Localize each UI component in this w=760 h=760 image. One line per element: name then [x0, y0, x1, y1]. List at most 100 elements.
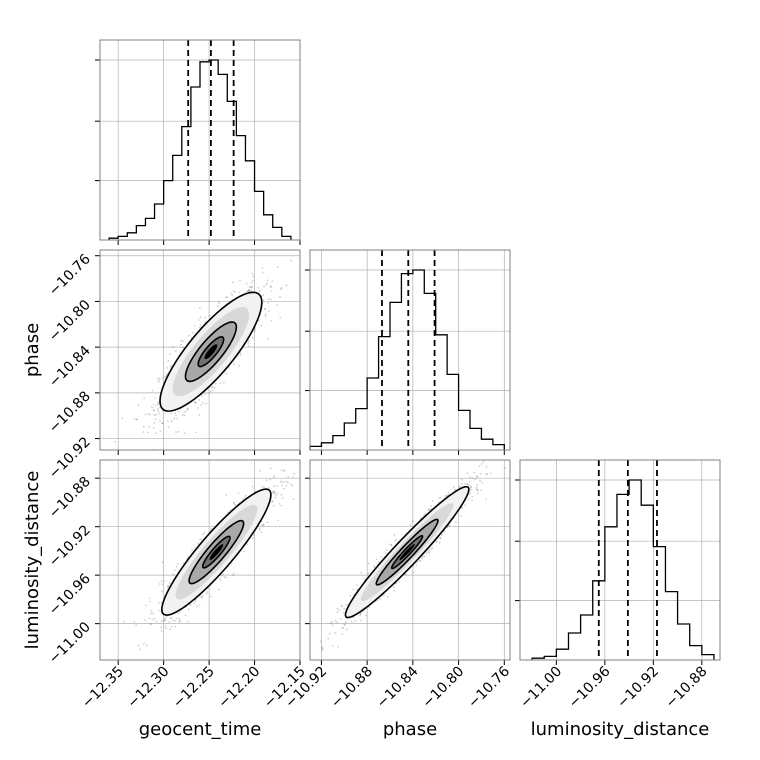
scatter-point — [480, 481, 483, 484]
scatter-point — [437, 501, 440, 503]
scatter-point — [245, 290, 248, 293]
scatter-point — [164, 625, 167, 628]
scatter-point — [170, 412, 172, 415]
scatter-point — [460, 482, 463, 485]
scatter-point — [248, 290, 250, 293]
scatter-point — [485, 498, 488, 501]
scatter-point — [464, 482, 466, 485]
scatter-point — [265, 284, 268, 286]
scatter-point — [248, 286, 251, 288]
scatter-point — [251, 336, 254, 339]
scatter-point — [435, 540, 438, 543]
scatter-point — [486, 473, 489, 476]
y-tick-label-phase: −10.76 — [46, 251, 94, 299]
scatter-point — [201, 596, 204, 599]
scatter-point — [168, 621, 170, 623]
scatter-point — [182, 346, 185, 349]
scatter-point — [419, 517, 422, 519]
scatter-point — [395, 538, 398, 540]
scatter-point — [279, 295, 281, 298]
scatter-point — [273, 485, 275, 488]
scatter-point — [277, 519, 280, 522]
pair-geocent-time-phase-plot-area — [114, 259, 293, 450]
scatter-point — [234, 291, 236, 293]
scatter-point — [377, 561, 380, 564]
x-axis-label-luminosity-distance: luminosity_distance — [531, 719, 710, 740]
scatter-point — [153, 414, 156, 416]
scatter-point — [172, 346, 175, 348]
scatter-point — [280, 493, 283, 496]
scatter-point — [464, 504, 467, 506]
y-tick-label-luminosity-distance: −10.92 — [46, 522, 94, 570]
scatter-point — [226, 296, 229, 299]
scatter-point — [155, 414, 157, 416]
scatter-point — [195, 431, 198, 434]
scatter-point — [180, 339, 183, 342]
scatter-point — [216, 305, 219, 308]
scatter-point — [251, 286, 254, 289]
scatter-point — [286, 481, 289, 484]
scatter-point — [261, 524, 264, 527]
scatter-point — [430, 505, 433, 507]
scatter-point — [159, 430, 162, 433]
scatter-point — [460, 515, 462, 517]
scatter-point — [151, 406, 153, 409]
scatter-point — [471, 477, 474, 480]
scatter-point — [183, 411, 186, 413]
scatter-point — [199, 538, 201, 541]
scatter-point — [283, 480, 285, 483]
scatter-point — [166, 586, 169, 589]
scatter-point — [158, 379, 161, 382]
scatter-point — [359, 612, 362, 615]
scatter-point — [175, 617, 178, 620]
scatter-point — [194, 401, 197, 404]
scatter-point — [135, 623, 138, 626]
contour-line-1 — [375, 518, 439, 586]
scatter-point — [167, 584, 170, 587]
scatter-point — [137, 404, 140, 407]
scatter-point — [276, 492, 279, 495]
scatter-point — [204, 316, 206, 319]
scatter-point — [161, 583, 164, 586]
y-tick-label-phase: −10.88 — [46, 388, 94, 436]
scatter-point — [225, 576, 227, 579]
scatter-point — [373, 566, 376, 569]
scatter-point — [197, 542, 199, 545]
scatter-point — [208, 314, 211, 317]
scatter-point — [168, 582, 171, 585]
scatter-point — [142, 431, 145, 433]
scatter-point — [262, 294, 264, 297]
scatter-point — [485, 473, 488, 475]
scatter-point — [153, 617, 156, 620]
scatter-point — [469, 488, 472, 491]
scatter-point — [157, 402, 160, 405]
scatter-point — [174, 620, 176, 622]
scatter-point — [173, 569, 176, 571]
scatter-point — [336, 611, 339, 613]
scatter-point — [254, 329, 256, 332]
scatter-point — [439, 496, 442, 499]
scatter-point — [336, 621, 339, 624]
scatter-point — [188, 334, 190, 337]
scatter-point — [203, 393, 206, 395]
scatter-point — [232, 290, 235, 292]
scatter-point — [182, 340, 185, 343]
scatter-point — [287, 476, 290, 478]
scatter-point — [291, 484, 294, 487]
scatter-point — [269, 285, 272, 288]
scatter-point — [170, 420, 173, 423]
panel-frame-geocent-time — [99, 39, 301, 241]
scatter-point — [352, 588, 355, 591]
scatter-point — [247, 339, 250, 342]
scatter-point — [245, 282, 248, 285]
scatter-point — [470, 485, 472, 488]
scatter-point — [340, 605, 343, 608]
scatter-point — [342, 611, 345, 614]
scatter-point — [343, 623, 346, 626]
scatter-point — [192, 331, 194, 334]
histogram-panel-luminosity-distance: −11.00 −10.96 −10.92 −10.88 — [515, 459, 721, 711]
scatter-point — [331, 621, 333, 624]
scatter-point — [199, 315, 202, 318]
scatter-point — [247, 341, 250, 344]
scatter-point — [385, 549, 388, 552]
